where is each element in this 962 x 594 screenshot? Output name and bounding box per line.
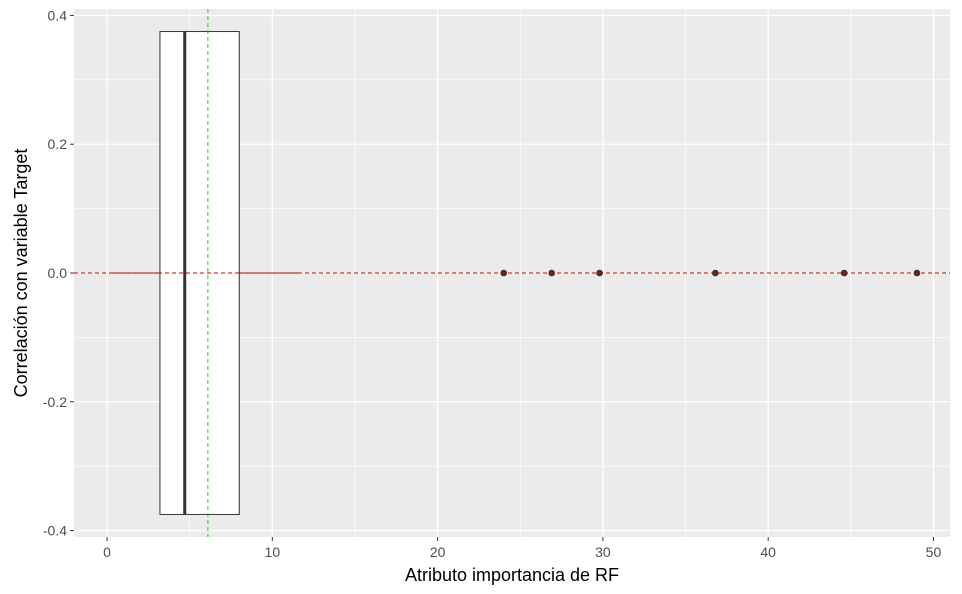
outlier-point-center — [502, 271, 506, 275]
outlier-point-center — [842, 271, 846, 275]
y-tick-label: 0.0 — [48, 265, 68, 281]
x-tick-label: 20 — [430, 544, 446, 560]
x-axis-title: Atributo importancia de RF — [405, 565, 619, 585]
y-tick-label: -0.4 — [43, 523, 67, 539]
x-tick-label: 30 — [595, 544, 611, 560]
x-tick-label: 0 — [103, 544, 111, 560]
x-tick-label: 10 — [265, 544, 281, 560]
y-tick-label: -0.2 — [43, 394, 67, 410]
box-body — [159, 31, 240, 515]
y-tick-label: 0.4 — [48, 7, 68, 23]
x-tick-label: 50 — [926, 544, 942, 560]
outlier-point-center — [550, 271, 554, 275]
chart-marks — [74, 9, 950, 537]
outlier-point-center — [713, 271, 717, 275]
y-axis-title: Correlación con variable Target — [11, 149, 31, 398]
axes: 0 10 20 30 40 50 -0.4 -0.2 0.0 0.2 0.4 — [43, 7, 942, 560]
y-tick-label: 0.2 — [48, 136, 68, 152]
outlier-point-center — [915, 271, 919, 275]
x-tick-label: 40 — [760, 544, 776, 560]
outlier-point-center — [598, 271, 601, 275]
